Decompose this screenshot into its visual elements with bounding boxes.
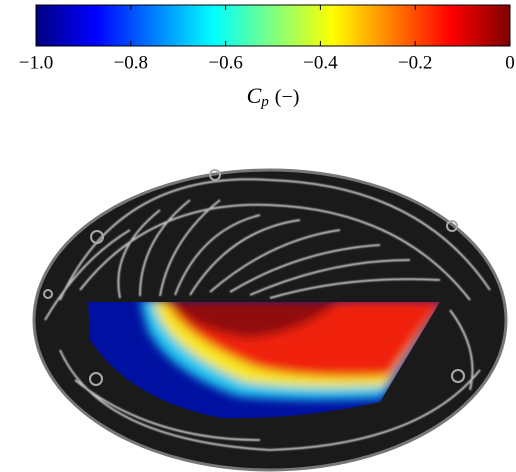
colorbar [36, 5, 510, 46]
tick-label: −0.2 [398, 52, 432, 73]
tick-label: 0 [505, 52, 515, 73]
flow-visualization [34, 170, 506, 470]
label-subscript: p [260, 94, 269, 110]
tick-label: −0.6 [208, 52, 242, 73]
label-symbol: C [247, 83, 262, 108]
label-unit: (−) [275, 86, 300, 108]
figure: Cp (−) [0, 0, 516, 472]
tick-label: −0.4 [303, 52, 338, 73]
colorbar-label: Cp (−) [247, 83, 300, 110]
tick-label: −1.0 [19, 52, 53, 73]
tick-label: −0.8 [114, 52, 148, 73]
